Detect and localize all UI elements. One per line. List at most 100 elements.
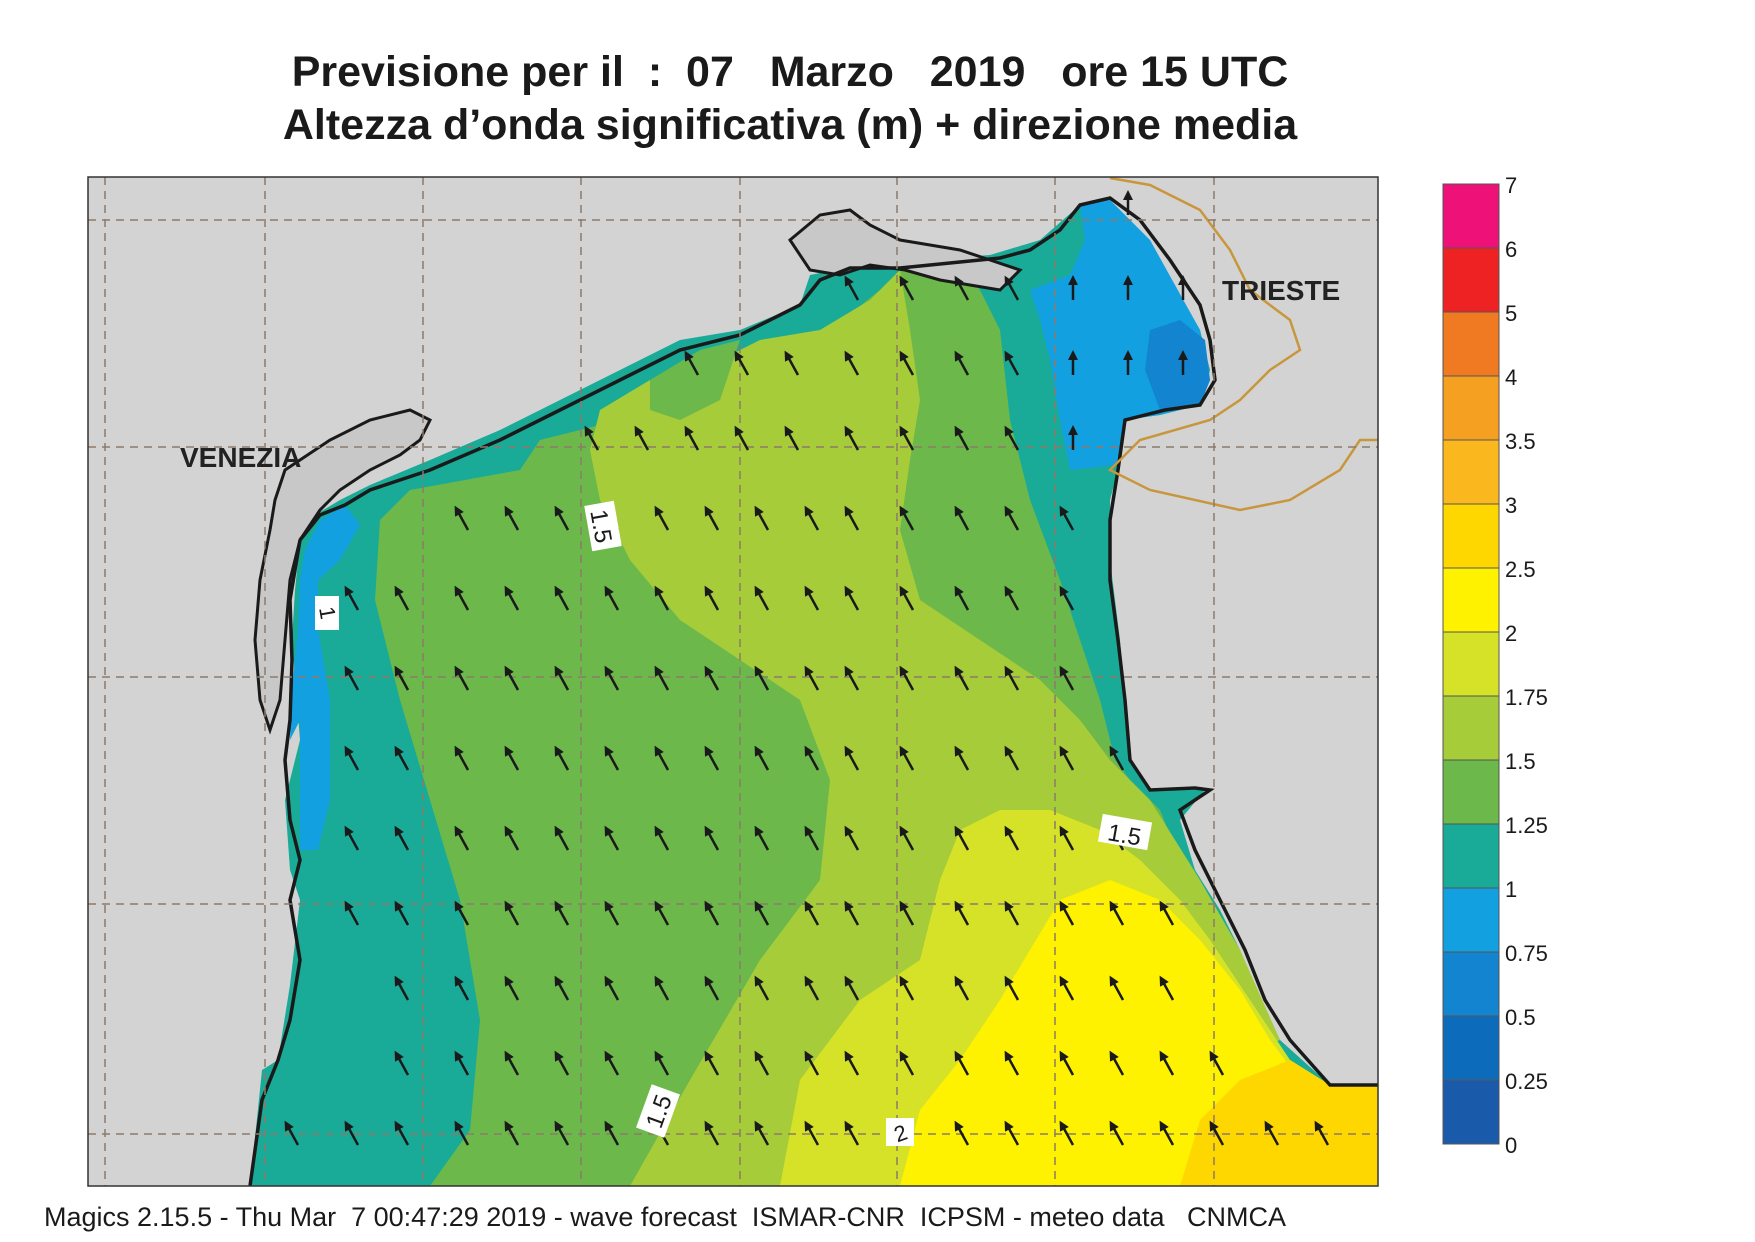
wave-direction-arrows [284,190,1330,1146]
wave-direction-arrow [454,585,470,611]
svg-text:1: 1 [314,605,341,621]
wave-direction-arrow [1109,1120,1125,1146]
wave-direction-arrow [654,900,670,926]
wave-direction-arrow [1004,1050,1020,1076]
legend-label: 5 [1505,301,1517,326]
wave-direction-arrow [1159,900,1175,926]
wave-direction-arrow [604,825,620,851]
wave-direction-arrow [1004,745,1020,771]
wave-direction-arrow [954,745,970,771]
wave-direction-arrow [844,825,860,851]
wave-direction-arrow [1159,1050,1175,1076]
legend-label: 6 [1505,237,1517,262]
wave-direction-arrow [454,825,470,851]
wave-direction-arrow [454,1120,470,1146]
wave-direction-arrow [804,975,820,1001]
wave-direction-arrow [754,1050,770,1076]
wave-direction-arrow [1059,975,1075,1001]
wave-direction-arrow [1159,1120,1175,1146]
wave-direction-arrow [954,505,970,531]
legend-label: 1.5 [1505,749,1536,774]
wave-direction-arrow [844,505,860,531]
legend-label: 0.5 [1505,1005,1536,1030]
wave-direction-arrow [604,1050,620,1076]
wave-direction-arrow [1059,825,1075,851]
coastline-west [248,539,302,1186]
wave-direction-arrow [684,350,700,376]
wave-direction-arrow [504,665,520,691]
wave-direction-arrow [504,1050,520,1076]
wave-direction-arrow [704,1120,720,1146]
wave-direction-arrow [604,585,620,611]
wave-direction-arrow [604,665,620,691]
wave-direction-arrow [954,900,970,926]
legend-label: 4 [1505,365,1517,390]
legend-swatch [1442,887,1500,953]
wave-direction-arrow [344,1120,360,1146]
contour-label-1: 1.5 [584,500,622,552]
wave-direction-arrow [704,900,720,926]
wave-direction-arrow [844,350,860,376]
wave-direction-arrow [504,745,520,771]
wave-direction-arrow [504,585,520,611]
wave-direction-arrow [1109,745,1125,771]
sea-band-blue-venice [290,505,360,850]
wave-direction-arrow [899,505,915,531]
wave-direction-arrow [654,825,670,851]
wave-direction-arrow [754,975,770,1001]
wave-direction-arrow [1059,585,1075,611]
wave-direction-arrow [634,425,650,451]
sea-band-lightgreen-north [650,340,740,420]
wave-direction-arrow [899,665,915,691]
wave-direction-arrow [804,1120,820,1146]
contour-label-3: 1.5 [1097,813,1153,852]
wave-direction-arrow [1004,275,1020,301]
legend-label: 0 [1505,1133,1517,1158]
legend-swatch [1442,375,1500,441]
wave-direction-arrow [704,745,720,771]
wave-direction-arrow [504,975,520,1001]
wave-direction-arrow [899,585,915,611]
wave-direction-arrow [344,585,360,611]
wave-direction-arrow [954,275,970,301]
wave-direction-arrow [604,900,620,926]
wave-direction-arrow [554,585,570,611]
legend-label: 2.5 [1505,557,1536,582]
wave-direction-arrow [734,425,750,451]
coastline [298,196,1378,1087]
wave-direction-arrow [504,900,520,926]
wave-direction-arrow [784,425,800,451]
wave-direction-arrow [1264,1120,1280,1146]
legend-swatch [1442,759,1500,825]
legend-swatch [1442,439,1500,505]
wave-direction-arrow [1209,1120,1225,1146]
wave-direction-arrow [554,665,570,691]
wave-direction-arrow [654,975,670,1001]
wave-direction-arrow [844,975,860,1001]
legend-swatch [1442,247,1500,313]
wave-direction-arrow [654,745,670,771]
wave-direction-arrow [394,665,410,691]
wave-direction-arrow [454,975,470,1001]
legend-swatch [1442,503,1500,569]
wave-direction-arrow [899,745,915,771]
wave-direction-arrow [1109,900,1125,926]
city-label-trieste: TRIESTE [1222,275,1340,306]
legend-label: 1.25 [1505,813,1548,838]
wave-direction-arrow [844,585,860,611]
wave-direction-arrow [1059,1120,1075,1146]
wave-direction-arrow [899,275,915,301]
wave-direction-arrow [844,745,860,771]
wave-direction-arrow [554,745,570,771]
legend-swatch [1442,567,1500,633]
wave-direction-arrow [554,900,570,926]
title-line-2: Altezza d’onda significativa (m) + direz… [282,101,1298,149]
wave-direction-arrow [344,825,360,851]
city-label-venezia: VENEZIA [180,442,301,473]
legend-swatch [1442,183,1500,249]
wave-direction-arrow [704,1050,720,1076]
svg-text:1.5: 1.5 [584,508,616,546]
wave-direction-arrow [604,1120,620,1146]
wave-direction-arrow [804,585,820,611]
wave-direction-arrow [899,1050,915,1076]
